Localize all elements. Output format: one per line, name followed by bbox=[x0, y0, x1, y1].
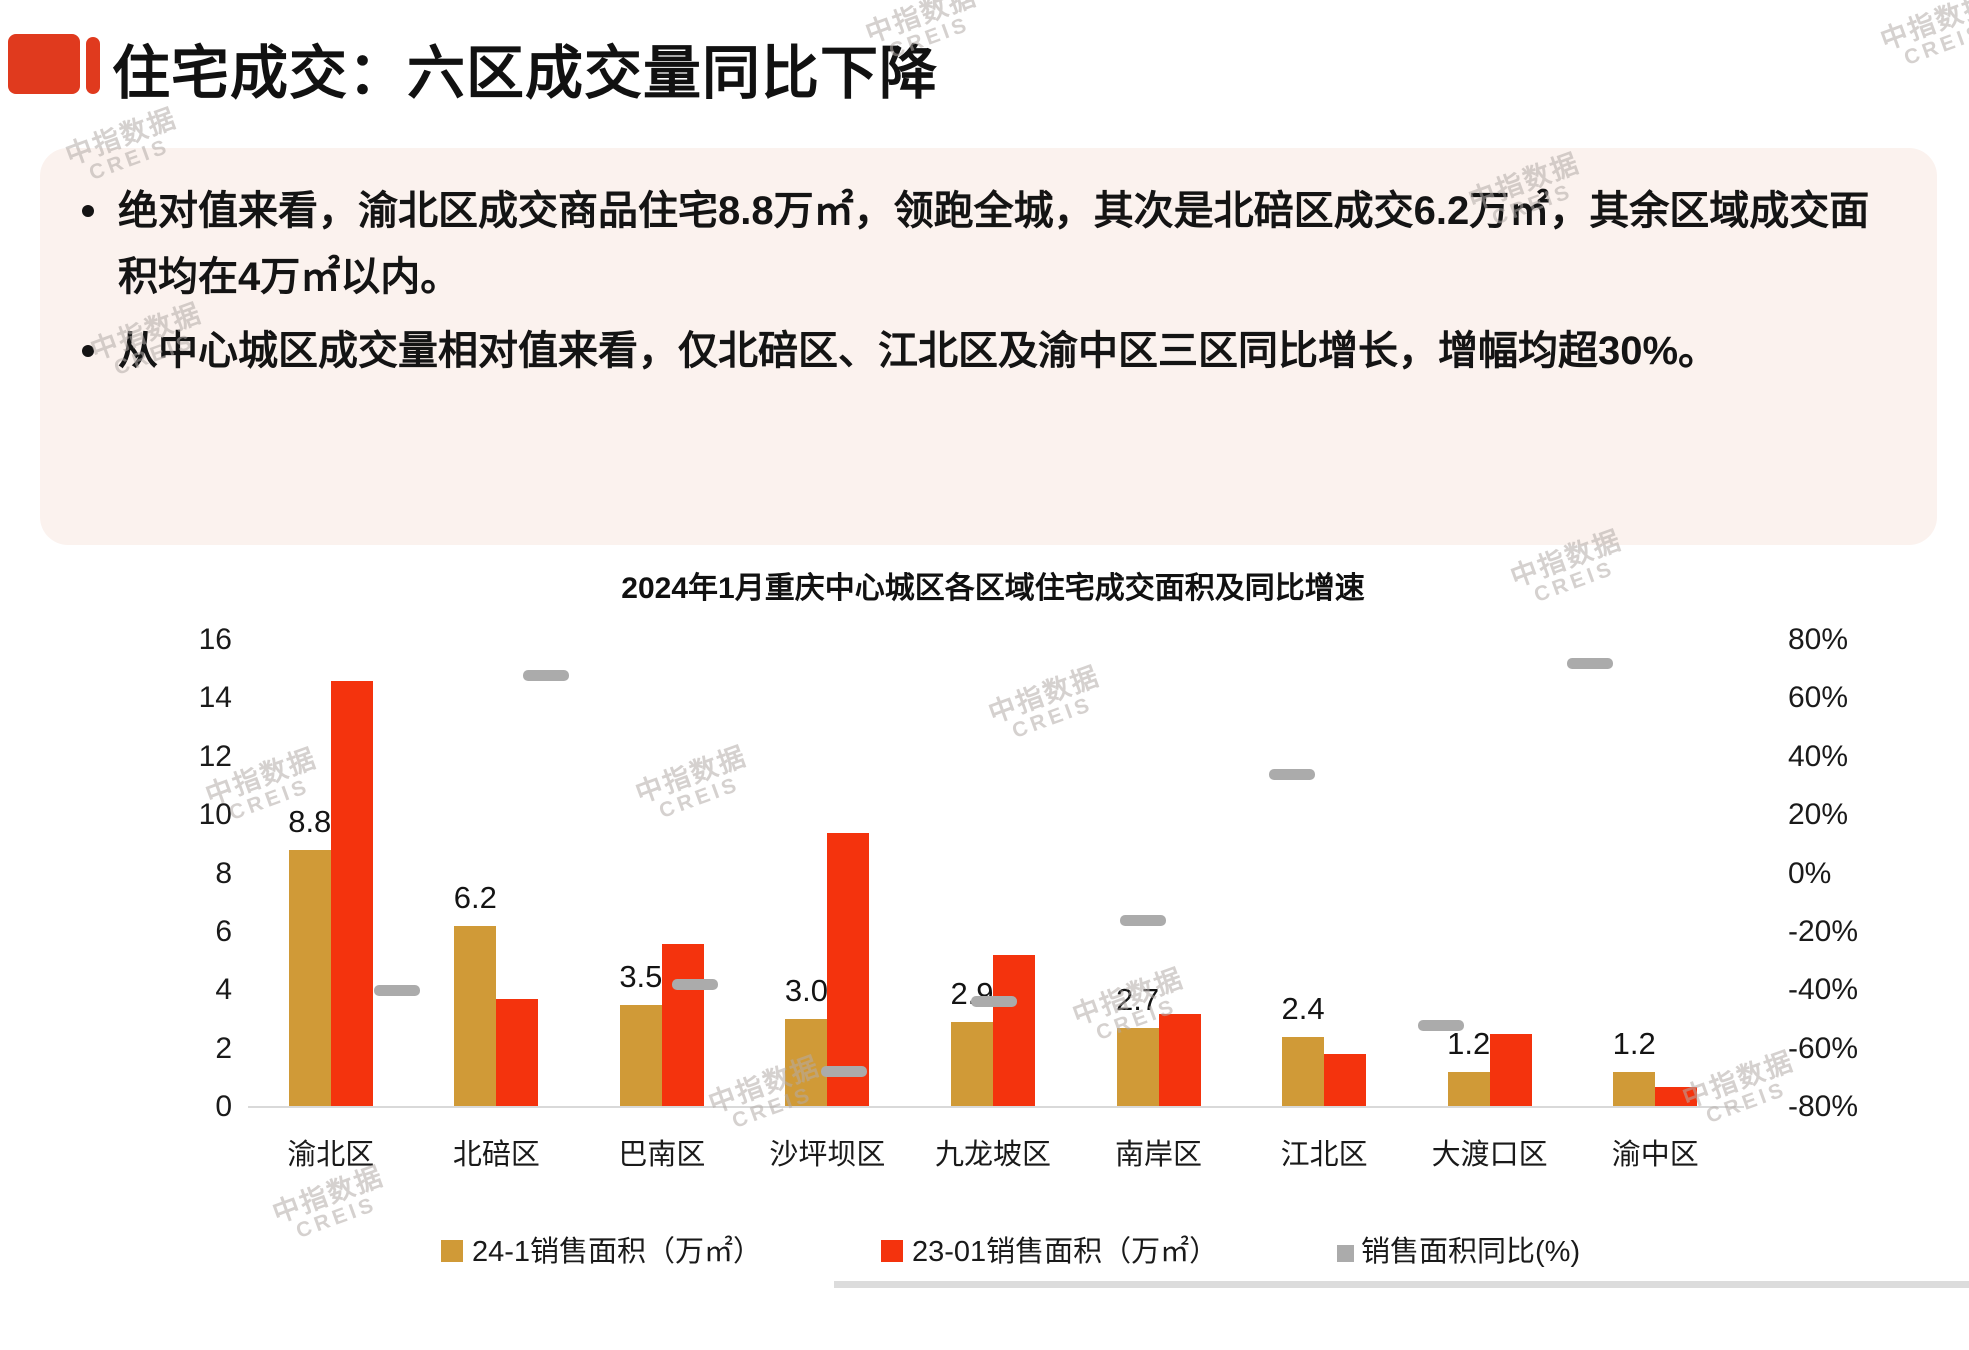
legend-swatch-yoy bbox=[1337, 1245, 1354, 1262]
yoy-marker bbox=[672, 978, 719, 990]
x-axis-category-label: 沙坪坝区 bbox=[769, 1139, 886, 1171]
legend-label-sales-23-01: 23-01销售面积（万㎡） bbox=[912, 1236, 1219, 1268]
bar-sales-23-01 bbox=[1324, 1054, 1367, 1107]
bar-sales-24-1 bbox=[454, 926, 497, 1107]
x-axis-category-label: 巴南区 bbox=[618, 1139, 706, 1171]
bar-sales-23-01 bbox=[1655, 1086, 1698, 1107]
y-axis-tick-label: 4 bbox=[215, 973, 232, 1007]
chart-title: 2024年1月重庆中心城区各区域住宅成交面积及同比增速 bbox=[621, 572, 1365, 605]
y-axis-tick-label: 8 bbox=[215, 856, 232, 890]
x-axis-category-label: 九龙坡区 bbox=[934, 1139, 1051, 1171]
bar-sales-23-01 bbox=[993, 955, 1035, 1107]
legend-label-sales-24-1: 24-1销售面积（万㎡） bbox=[472, 1236, 763, 1268]
bar-sales-23-01 bbox=[496, 999, 539, 1107]
y-axis-tick-label: 16 bbox=[198, 623, 232, 656]
bottom-divider bbox=[834, 1281, 1969, 1288]
bar-sales-24-1 bbox=[288, 850, 331, 1107]
y-axis-tick-label: 12 bbox=[198, 739, 232, 773]
y-axis-tick-label: 2 bbox=[215, 1031, 232, 1065]
bar-value-label: 1.2 bbox=[1447, 1025, 1491, 1061]
y-axis-tick-label: 14 bbox=[198, 681, 232, 715]
bar-value-label: 2.4 bbox=[1281, 990, 1325, 1026]
secondary-axis-tick-label: 80% bbox=[1788, 623, 1849, 656]
secondary-axis-tick-label: 60% bbox=[1788, 681, 1849, 715]
bar-value-label: 8.8 bbox=[288, 804, 332, 840]
yoy-marker bbox=[821, 1066, 868, 1078]
bar-sales-24-1 bbox=[785, 1019, 828, 1107]
yoy-marker bbox=[1567, 657, 1613, 669]
secondary-axis-tick-label: -80% bbox=[1788, 1090, 1859, 1123]
legend-swatch-sales-24-1 bbox=[441, 1240, 463, 1262]
bar-sales-24-1 bbox=[951, 1022, 993, 1107]
x-axis-category-label: 北碚区 bbox=[452, 1139, 540, 1171]
yoy-marker bbox=[1268, 768, 1315, 780]
legend-label-yoy: 销售面积同比(%) bbox=[1361, 1236, 1581, 1268]
x-axis-category-label: 渝北区 bbox=[287, 1139, 375, 1171]
secondary-axis-tick-label: 20% bbox=[1788, 798, 1849, 832]
x-axis-category-label: 渝中区 bbox=[1611, 1139, 1699, 1171]
title-deco-bar bbox=[86, 37, 100, 94]
x-axis-category-label: 江北区 bbox=[1280, 1139, 1368, 1171]
yoy-marker bbox=[1417, 1019, 1464, 1031]
yoy-marker bbox=[523, 669, 570, 681]
legend-swatch-sales-23-01 bbox=[881, 1240, 903, 1262]
x-axis-category-label: 大渡口区 bbox=[1431, 1139, 1548, 1171]
secondary-axis-tick-label: 40% bbox=[1788, 739, 1849, 773]
bar-sales-24-1 bbox=[1613, 1071, 1656, 1107]
secondary-axis-tick-label: -60% bbox=[1788, 1031, 1859, 1065]
bar-sales-24-1 bbox=[1116, 1028, 1159, 1107]
secondary-axis-tick-label: -40% bbox=[1788, 973, 1859, 1007]
bar-sales-23-01 bbox=[1158, 1013, 1201, 1107]
bar-value-label: 3.0 bbox=[784, 973, 828, 1009]
bar-value-label: 6.2 bbox=[453, 880, 497, 916]
creis-watermark: 中指数据 CREIS bbox=[1876, 0, 1969, 71]
creis-watermark: 中指数据 CREIS bbox=[631, 740, 751, 824]
title-deco-rect bbox=[8, 34, 80, 94]
bar-value-label: 2.9 bbox=[950, 976, 994, 1012]
bar-sales-23-01 bbox=[827, 832, 870, 1107]
bar-sales-23-01 bbox=[1489, 1034, 1532, 1107]
bar-value-label: 1.2 bbox=[1612, 1025, 1656, 1061]
secondary-axis-tick-label: 0% bbox=[1788, 856, 1832, 890]
creis-watermark: 中指数据 CREIS bbox=[984, 660, 1104, 744]
x-axis-line bbox=[248, 1106, 1744, 1108]
bullet-relative-values: 从中心城区成交量相对值来看，仅北碚区、江北区及渝中区三区同比增长，增幅均超30%… bbox=[40, 318, 1887, 384]
bar-value-label: 3.5 bbox=[619, 958, 663, 994]
bar-sales-24-1 bbox=[1282, 1036, 1325, 1107]
y-axis-tick-label: 6 bbox=[215, 914, 232, 948]
bar-value-label: 2.7 bbox=[1115, 982, 1160, 1018]
bar-sales-24-1 bbox=[619, 1004, 662, 1107]
page-title: 住宅成交：六区成交量同比下降 bbox=[112, 41, 939, 106]
yoy-marker bbox=[1119, 914, 1166, 926]
summary-panel: 绝对值来看，渝北区成交商品住宅8.8万㎡，领跑全城，其次是北碚区成交6.2万㎡，… bbox=[40, 148, 1937, 545]
yoy-marker bbox=[970, 996, 1017, 1008]
x-axis-category-label: 南岸区 bbox=[1115, 1139, 1203, 1171]
y-axis-tick-label: 0 bbox=[215, 1090, 232, 1123]
bullet-absolute-values: 绝对值来看，渝北区成交商品住宅8.8万㎡，领跑全城，其次是北碚区成交6.2万㎡，… bbox=[40, 178, 1887, 310]
bar-sales-23-01 bbox=[661, 943, 704, 1107]
bar-sales-24-1 bbox=[1447, 1071, 1490, 1107]
yoy-marker bbox=[374, 984, 420, 996]
secondary-axis-tick-label: -20% bbox=[1788, 914, 1859, 948]
y-axis-tick-label: 10 bbox=[198, 798, 232, 832]
bar-sales-23-01 bbox=[330, 680, 373, 1107]
